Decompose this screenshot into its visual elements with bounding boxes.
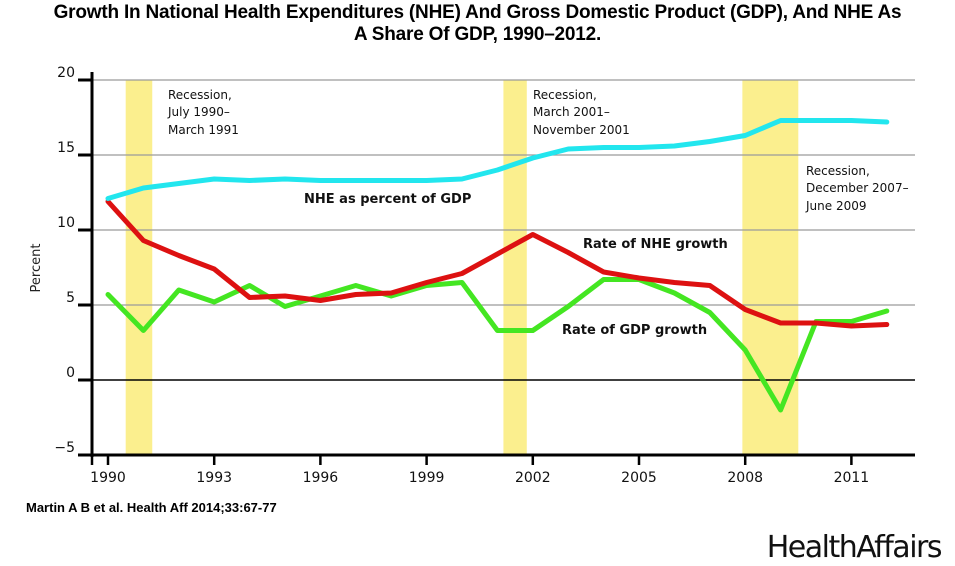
chart-title-line-2: A Share Of GDP, 1990–2012. bbox=[353, 24, 602, 45]
series-label-nhe-share: NHE as percent of GDP bbox=[304, 192, 471, 207]
y-tick-label: −5 bbox=[54, 440, 75, 456]
recession-2007-line-2: December 2007– bbox=[806, 181, 909, 195]
x-tick-label: 1996 bbox=[303, 470, 339, 486]
recession-2007-line-1: Recession, bbox=[806, 164, 870, 178]
y-axis-label: Percent bbox=[29, 244, 44, 293]
brand-logo: HealthAffairs bbox=[766, 530, 943, 565]
recession-band-0 bbox=[125, 80, 153, 455]
recession-2007-line-3: June 2009 bbox=[805, 199, 867, 213]
annotations: Percent NHE as percent of GDP Rate of NH… bbox=[29, 88, 909, 338]
x-tick-label: 2011 bbox=[834, 470, 870, 486]
recession-annotation-1990: Recession, July 1990– March 1991 bbox=[167, 88, 239, 137]
recession-2001-line-3: November 2001 bbox=[533, 123, 630, 137]
recession-annotation-2007: Recession, December 2007– June 2009 bbox=[805, 164, 909, 213]
y-tick-label: 15 bbox=[57, 140, 75, 156]
series-label-gdp-growth: Rate of GDP growth bbox=[562, 323, 707, 338]
x-tick-label: 2005 bbox=[621, 470, 657, 486]
y-tick-label: 10 bbox=[57, 215, 75, 231]
recession-1990-line-3: March 1991 bbox=[168, 123, 239, 137]
x-tick-label: 1990 bbox=[90, 470, 126, 486]
series-lines bbox=[105, 118, 890, 413]
series-label-nhe-growth: Rate of NHE growth bbox=[583, 237, 728, 252]
chart-title: Growth In National Health Expenditures (… bbox=[0, 2, 955, 46]
recession-1990-line-1: Recession, bbox=[168, 88, 232, 102]
x-tick-label: 1993 bbox=[196, 470, 232, 486]
y-tick-label: 20 bbox=[57, 65, 75, 81]
gridlines bbox=[92, 79, 915, 381]
recession-annotation-2001: Recession, March 2001– November 2001 bbox=[533, 88, 630, 137]
chart-title-line-1: Growth In National Health Expenditures (… bbox=[53, 2, 902, 23]
x-tick-label: 2002 bbox=[515, 470, 551, 486]
axes: 20 15 10 5 0 −5 1990 1993 1996 1999 2002 2005 2008 20… bbox=[54, 65, 915, 486]
x-tick-label: 2008 bbox=[727, 470, 763, 486]
recession-band-2 bbox=[742, 80, 799, 455]
recession-band-1 bbox=[503, 80, 527, 455]
y-tick-label: 0 bbox=[66, 365, 75, 381]
y-tick-label: 5 bbox=[66, 290, 75, 306]
recession-2001-line-1: Recession, bbox=[533, 88, 597, 102]
recession-1990-line-2: July 1990– bbox=[167, 105, 230, 119]
recession-2001-line-2: March 2001– bbox=[533, 105, 610, 119]
source-citation: Martin A B et al. Health Aff 2014;33:67-… bbox=[26, 500, 277, 515]
x-tick-label: 1999 bbox=[409, 470, 445, 486]
